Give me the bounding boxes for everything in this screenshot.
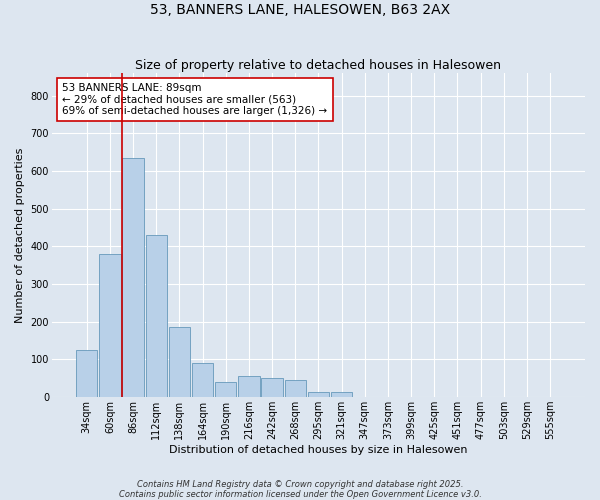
X-axis label: Distribution of detached houses by size in Halesowen: Distribution of detached houses by size … (169, 445, 467, 455)
Bar (192, 364, 213, 397)
Text: 53 BANNERS LANE: 89sqm
← 29% of detached houses are smaller (563)
69% of semi-de: 53 BANNERS LANE: 89sqm ← 29% of detached… (62, 83, 328, 116)
Bar (99, 254, 121, 397)
Bar (215, 382, 236, 397)
Text: 53, BANNERS LANE, HALESOWEN, B63 2AX: 53, BANNERS LANE, HALESOWEN, B63 2AX (150, 2, 450, 16)
Bar (238, 376, 260, 397)
Bar (331, 392, 352, 397)
Bar (308, 392, 329, 397)
Y-axis label: Number of detached properties: Number of detached properties (15, 148, 25, 323)
Bar (284, 380, 306, 397)
Bar (146, 235, 167, 397)
Bar (76, 350, 97, 397)
Bar (122, 158, 144, 397)
Text: Contains HM Land Registry data © Crown copyright and database right 2025.
Contai: Contains HM Land Registry data © Crown c… (119, 480, 481, 499)
Bar (262, 378, 283, 397)
Bar (169, 328, 190, 397)
Title: Size of property relative to detached houses in Halesowen: Size of property relative to detached ho… (136, 59, 502, 72)
